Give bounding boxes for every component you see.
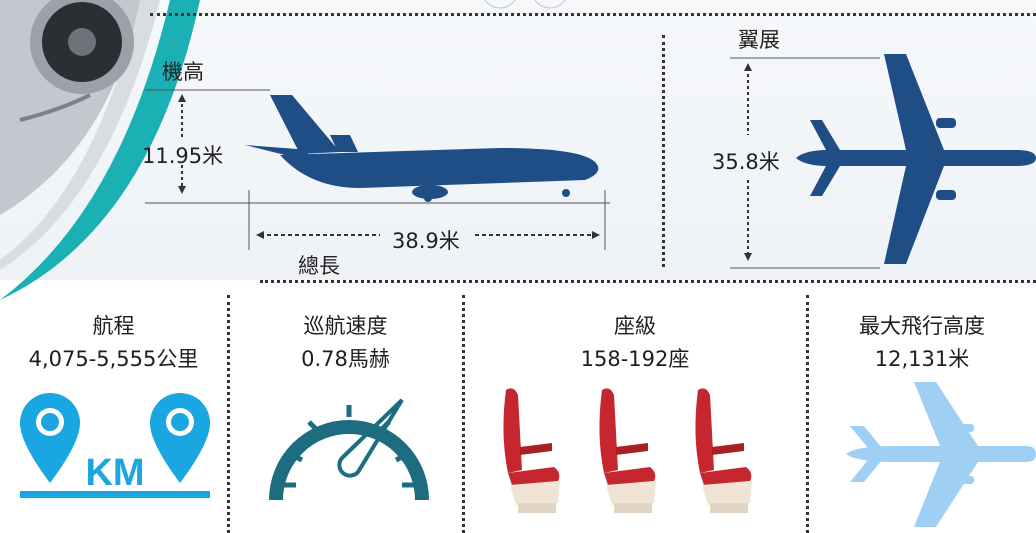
seat-icon xyxy=(503,388,752,513)
height-value: 11.95米 xyxy=(142,144,224,168)
height-dimension xyxy=(145,89,610,204)
range-value: 4,075-5,555公里 xyxy=(28,347,199,371)
col-divider-3 xyxy=(806,295,809,533)
wingspan-dimension xyxy=(730,57,880,269)
speedometer-icon xyxy=(269,398,429,501)
km-label: KM xyxy=(85,452,145,494)
wingspan-value: 35.8米 xyxy=(712,150,780,174)
length-value: 38.9米 xyxy=(392,229,460,253)
range-title: 航程 xyxy=(92,314,135,338)
col-divider-1 xyxy=(227,295,230,533)
length-dimension xyxy=(248,190,606,250)
col-divider-2 xyxy=(462,295,465,533)
length-title: 總長 xyxy=(298,254,340,278)
airplane-top-view xyxy=(796,54,1036,264)
airplane-side-view xyxy=(245,95,599,202)
seats-value: 158-192座 xyxy=(580,347,690,371)
top-vertical-divider xyxy=(662,35,665,267)
wingspan-title: 翼展 xyxy=(738,28,780,52)
height-title: 機高 xyxy=(162,60,204,84)
top-divider xyxy=(150,13,1036,16)
middle-divider xyxy=(260,280,1036,283)
speed-title: 巡航速度 xyxy=(303,314,388,338)
speed-value: 0.78馬赫 xyxy=(301,347,390,371)
km-map-pin-icon xyxy=(20,393,210,498)
engine-decoration xyxy=(0,0,200,300)
seats-title: 座級 xyxy=(614,314,656,338)
altitude-title: 最大飛行高度 xyxy=(859,314,985,338)
altitude-value: 12,131米 xyxy=(874,347,970,371)
airplane-icon xyxy=(846,382,1036,527)
decor-circles xyxy=(484,0,566,9)
